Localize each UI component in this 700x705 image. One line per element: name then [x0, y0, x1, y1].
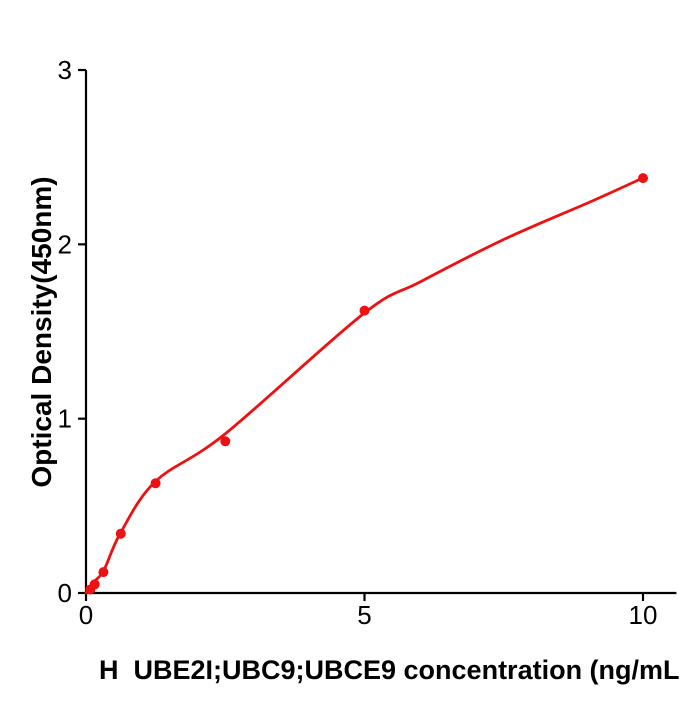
- x-tick-label: 5: [357, 600, 371, 630]
- data-points: [85, 173, 648, 595]
- y-tick-label: 1: [58, 404, 72, 434]
- axes: [78, 68, 677, 601]
- data-point: [220, 436, 231, 447]
- data-point: [150, 478, 161, 489]
- data-point: [115, 528, 126, 539]
- data-point: [98, 567, 109, 578]
- fit-curve-line: [84, 176, 645, 595]
- y-tick-label: 2: [58, 229, 72, 259]
- y-tick-label: 3: [58, 55, 72, 85]
- data-point: [359, 305, 370, 316]
- y-tick-label: 0: [58, 578, 72, 608]
- y-axis-label: Optical Density(450nm): [26, 176, 57, 487]
- data-point: [638, 173, 648, 184]
- x-tick-label: 10: [629, 600, 658, 630]
- data-point: [89, 579, 100, 590]
- x-axis-label: H UBE2I;UBC9;UBCE9 concentration (ng/mL: [99, 655, 680, 685]
- x-tick-label: 0: [79, 600, 93, 630]
- tick-labels: 0 1 2 3 0 5 10: [58, 55, 658, 630]
